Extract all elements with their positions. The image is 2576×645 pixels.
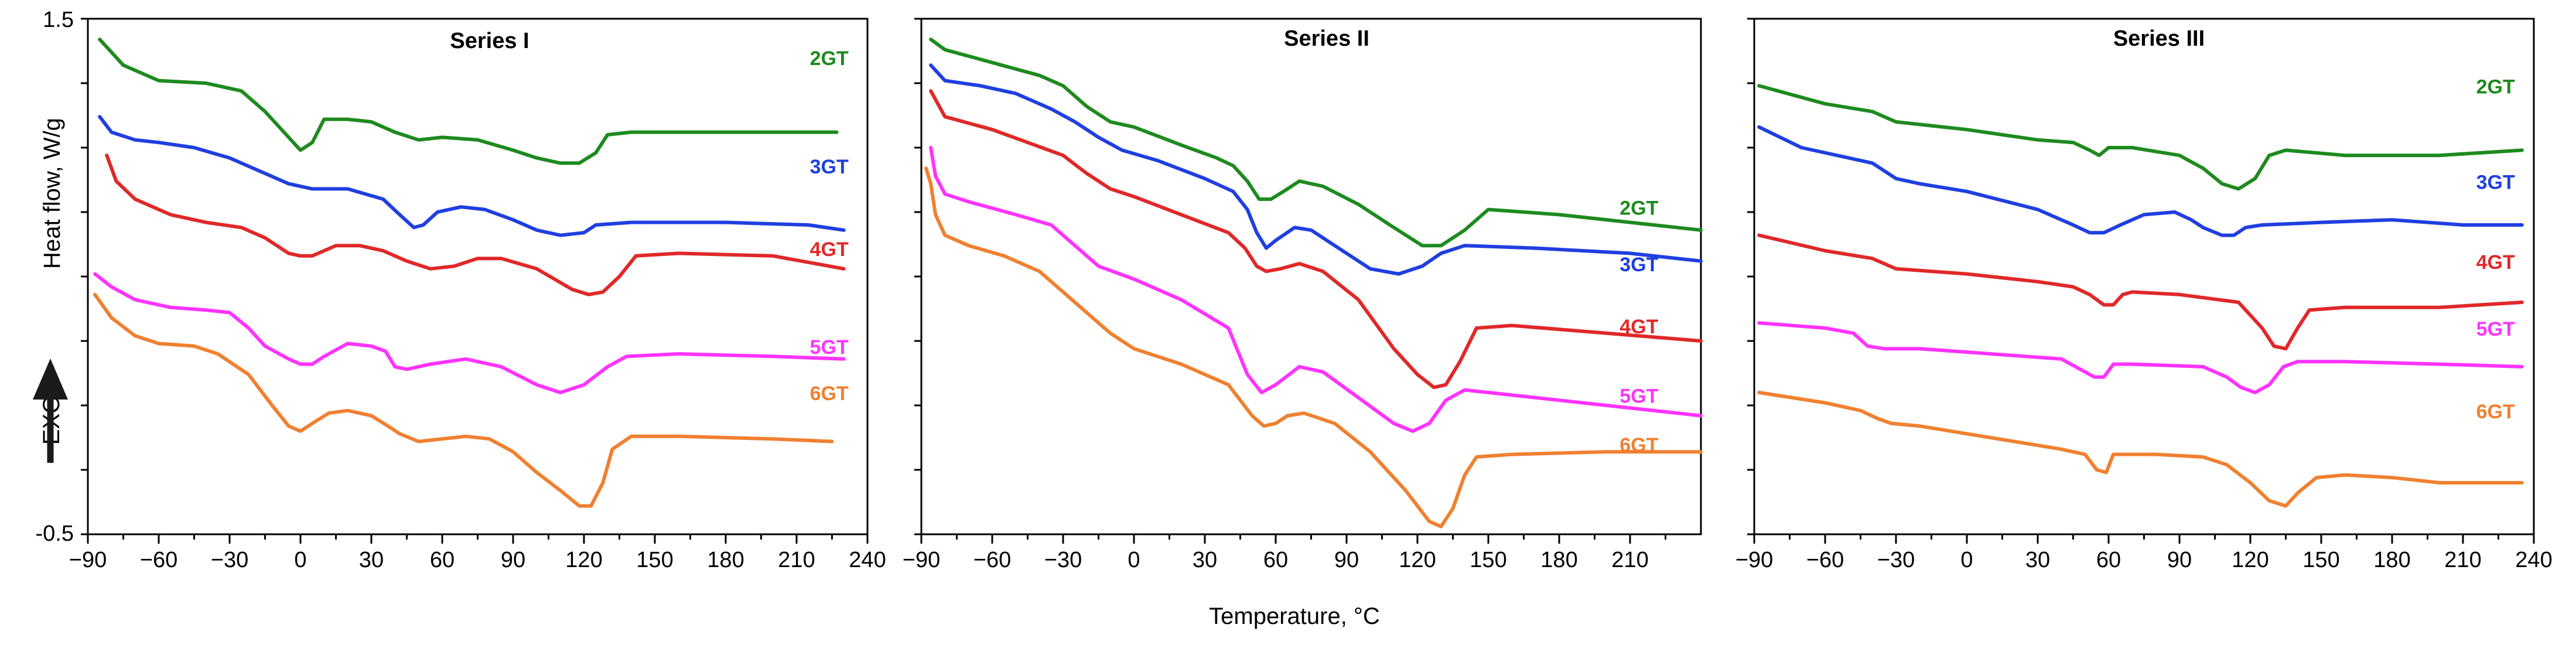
- x-tick-label: 120: [1399, 548, 1436, 572]
- y-tick-label-bottom: -0.5: [36, 521, 74, 546]
- x-tick-label: 90: [2167, 548, 2192, 572]
- x-tick-label: 30: [2025, 548, 2050, 572]
- x-tick-label: 210: [2444, 548, 2481, 572]
- x-tick-label: 180: [2373, 548, 2410, 572]
- curve-5gt: [1757, 321, 2524, 394]
- x-axis-ticks: −90 −60 −30 0 30 60 90 120 150 180 210 240: [1735, 534, 2553, 572]
- series-label-2gt: 2GT: [810, 47, 849, 70]
- x-tick-label: −90: [69, 548, 107, 572]
- series-label-4gt: 4GT: [810, 238, 849, 261]
- y-tick-label-top: 1.5: [43, 8, 74, 32]
- x-tick-label: 120: [2232, 548, 2268, 572]
- y-axis-ticks: [81, 18, 88, 535]
- x-tick-label: −90: [903, 548, 940, 572]
- curve-4gt: [929, 89, 1703, 390]
- series-label-3gt: 3GT: [810, 156, 849, 178]
- x-tick-label: 240: [849, 548, 886, 572]
- y-axis-ticks: [1747, 18, 1754, 535]
- curve-6gt: [1757, 391, 2524, 508]
- x-tick-label: 0: [1960, 548, 1973, 572]
- x-tick-label: −30: [211, 548, 248, 572]
- series-label-4gt: 4GT: [2476, 251, 2515, 274]
- curve-6gt: [924, 166, 1703, 528]
- x-tick-label: −90: [1735, 548, 1773, 572]
- series-label-6gt: 6GT: [1620, 434, 1658, 456]
- x-tick-label: −60: [140, 548, 177, 572]
- curve-5gt: [93, 272, 846, 394]
- series-curves: [1757, 84, 2524, 508]
- series-label-5gt: 5GT: [810, 336, 849, 359]
- x-tick-label: 60: [1263, 548, 1288, 572]
- x-tick-label: 0: [1128, 548, 1140, 572]
- series-label-6gt: 6GT: [810, 383, 849, 405]
- x-tick-label: 60: [430, 548, 455, 572]
- panel-series-iii: Series III −90 −60 −30 0 30 60 90 120 150 180 210 2…: [1735, 18, 2553, 572]
- x-tick-label: 120: [565, 548, 602, 572]
- x-tick-label: 150: [636, 548, 673, 572]
- panel-title: Series II: [1284, 26, 1369, 51]
- x-tick-label: −60: [1806, 548, 1844, 572]
- x-tick-label: 0: [294, 548, 306, 572]
- curve-2gt: [98, 37, 839, 165]
- series-curves: [93, 37, 846, 508]
- x-tick-label: 150: [1470, 548, 1506, 572]
- x-tick-label: 90: [1334, 548, 1359, 572]
- series-label-5gt: 5GT: [1620, 385, 1658, 408]
- curve-2gt: [1757, 84, 2524, 191]
- x-axis-ticks: −90 −60 −30 0 30 60 90 120 150 180 210: [903, 534, 1666, 572]
- series-label-3gt: 3GT: [2476, 171, 2515, 193]
- panel-title: Series I: [450, 29, 529, 53]
- curve-4gt: [1757, 233, 2524, 351]
- y-axis-title: Heat flow, W/g: [39, 118, 65, 269]
- curve-5gt: [929, 146, 1703, 433]
- series-labels: 2GT 3GT 4GT 5GT 6GT: [810, 47, 849, 405]
- curve-3gt: [929, 63, 1703, 276]
- series-labels: 2GT 3GT 4GT 5GT 6GT: [1620, 197, 1658, 456]
- series-curves: [924, 37, 1703, 528]
- series-label-4gt: 4GT: [1620, 316, 1658, 338]
- x-tick-label: 210: [778, 548, 815, 572]
- x-tick-label: −60: [973, 548, 1011, 572]
- x-tick-label: −30: [1044, 548, 1082, 572]
- curve-6gt: [93, 292, 834, 508]
- series-label-2gt: 2GT: [2476, 76, 2515, 98]
- curve-3gt: [98, 115, 846, 237]
- x-tick-label: 210: [1611, 548, 1648, 572]
- curve-4gt: [105, 153, 846, 296]
- series-label-2gt: 2GT: [1620, 197, 1658, 219]
- x-axis-title: Temperature, °C: [1209, 603, 1380, 629]
- x-tick-label: −30: [1877, 548, 1915, 572]
- series-label-6gt: 6GT: [2476, 401, 2515, 423]
- x-tick-label: 180: [707, 548, 744, 572]
- x-tick-label: 60: [2096, 548, 2121, 572]
- x-tick-label: 240: [2515, 548, 2552, 572]
- curve-2gt: [929, 37, 1703, 248]
- exo-arrow-icon: [33, 359, 68, 463]
- x-tick-label: 30: [1193, 548, 1217, 572]
- panel-title: Series III: [2113, 26, 2205, 51]
- x-tick-label: 30: [359, 548, 384, 572]
- panel-series-ii: Series II −90 −60 −30 0 30 60 90 120 150 180 210 2…: [903, 18, 1703, 572]
- x-tick-label: 180: [1540, 548, 1577, 572]
- y-axis-ticks: [914, 18, 921, 535]
- series-label-5gt: 5GT: [2476, 318, 2515, 340]
- curve-3gt: [1757, 125, 2524, 237]
- panel-series-i: Series I −90 −60 −30 0 30 60 90 120 150 180 210 240…: [69, 18, 886, 572]
- x-tick-label: 150: [2302, 548, 2339, 572]
- series-labels: 2GT 3GT 4GT 5GT 6GT: [2476, 76, 2515, 423]
- x-tick-label: 90: [501, 548, 525, 572]
- x-axis-ticks: −90 −60 −30 0 30 60 90 120 150 180 210 240: [69, 534, 886, 572]
- series-label-3gt: 3GT: [1620, 254, 1658, 276]
